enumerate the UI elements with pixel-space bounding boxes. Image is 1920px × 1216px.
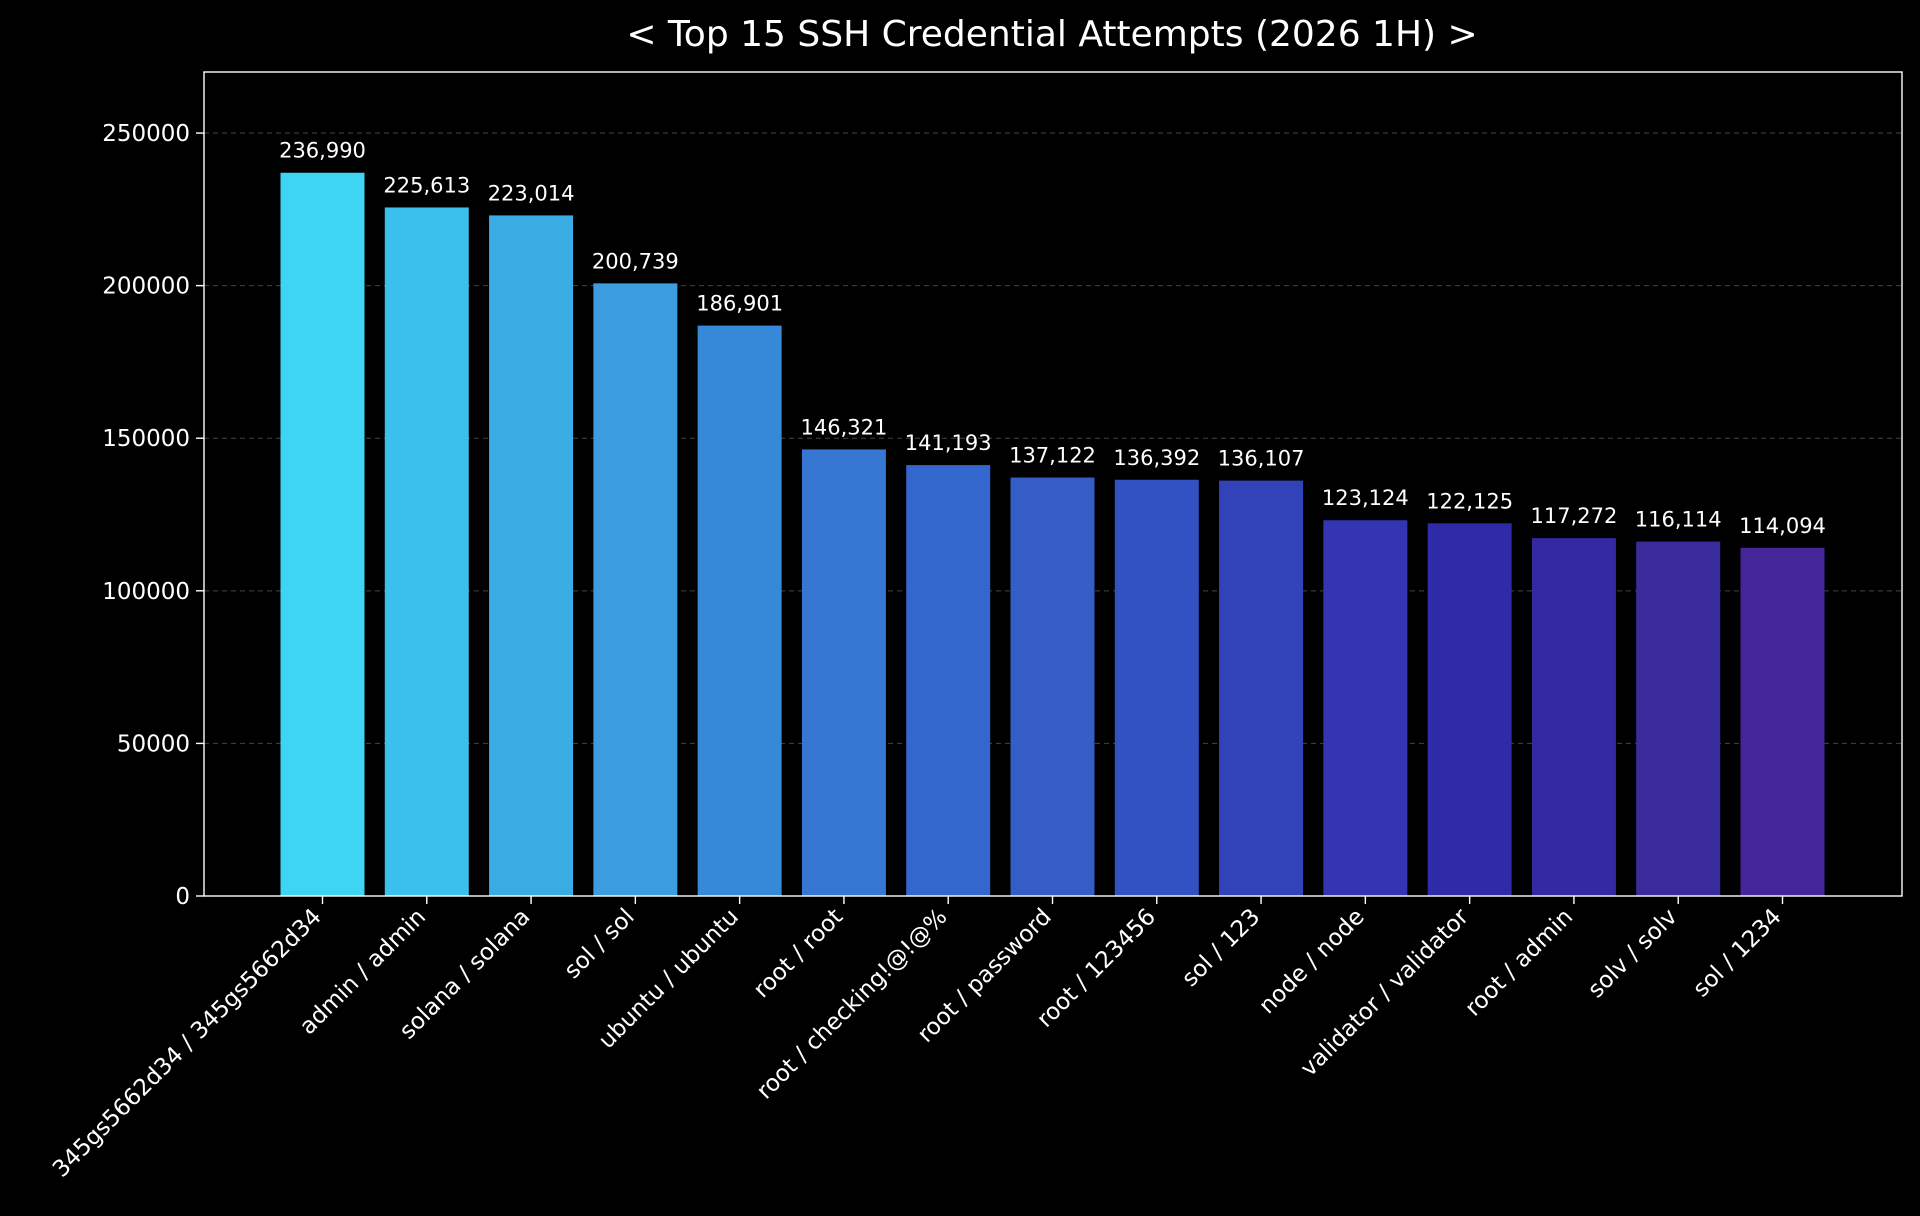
x-tick-label: solv / solv <box>1583 904 1682 1003</box>
x-tick-label: root / checking!@!@% <box>752 904 953 1105</box>
bar <box>384 207 469 897</box>
bar <box>1114 479 1199 896</box>
y-tick-label: 200000 <box>102 274 190 300</box>
bar-value-label: 146,321 <box>801 415 888 439</box>
x-tick-label: sol / 1234 <box>1688 904 1787 1003</box>
bar-value-label: 141,193 <box>905 431 992 455</box>
bar-value-label: 200,739 <box>592 249 679 273</box>
bar-value-label: 223,014 <box>488 181 575 205</box>
y-tick-label: 150000 <box>102 426 190 452</box>
bar-value-label: 225,613 <box>383 173 470 197</box>
plot-frame <box>203 71 1903 897</box>
bar <box>1323 520 1408 896</box>
chart-title: < Top 15 SSH Credential Attempts (2026 1… <box>626 14 1477 55</box>
x-tick-label: 345gs5662d34 / 345gs5662d34 <box>48 904 327 1183</box>
bar <box>906 465 991 896</box>
bar <box>1531 538 1616 896</box>
bar <box>1636 541 1721 896</box>
bar <box>1427 523 1512 896</box>
bar-value-label: 236,990 <box>279 139 366 163</box>
bar-value-label: 116,114 <box>1635 508 1722 532</box>
bar <box>280 172 365 896</box>
bar-value-label: 117,272 <box>1531 504 1618 528</box>
bar <box>593 283 678 897</box>
bar-value-label: 123,124 <box>1322 486 1409 510</box>
x-tick-label: root / root <box>749 904 848 1003</box>
bar <box>801 449 886 896</box>
bar <box>1010 477 1095 896</box>
bar <box>697 325 782 896</box>
bar <box>1740 547 1825 896</box>
bar-value-label: 137,122 <box>1009 444 1096 468</box>
bars <box>280 172 1825 897</box>
x-tick-label: root / admin <box>1460 904 1578 1022</box>
x-tick-label: sol / 123 <box>1177 904 1265 992</box>
bar <box>489 215 574 897</box>
y-tick-label: 50000 <box>117 731 190 757</box>
bar <box>1219 480 1304 896</box>
y-tick-label: 250000 <box>102 121 190 147</box>
x-tick-label: node / node <box>1254 904 1369 1019</box>
bar-value-label: 136,392 <box>1113 446 1200 470</box>
y-tick-label: 0 <box>175 884 190 910</box>
bar-value-label: 114,094 <box>1739 514 1826 538</box>
bar-value-label: 186,901 <box>696 292 783 316</box>
value-labels: 236,990 225,613 223,014 200,739 186,901 146,3… <box>279 139 1826 538</box>
bar-value-label: 136,107 <box>1218 447 1305 471</box>
x-tick-label: sol / sol <box>560 904 640 984</box>
y-tick-label: 100000 <box>102 579 190 605</box>
grid-lines <box>204 132 1902 744</box>
bar-value-label: 122,125 <box>1426 489 1513 513</box>
x-tick-label: validator / validator <box>1296 903 1474 1081</box>
